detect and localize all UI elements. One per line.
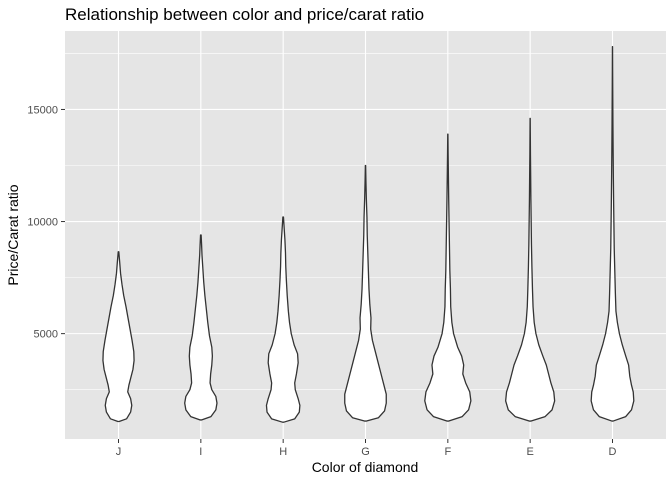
violin-F xyxy=(424,133,472,422)
violin-E xyxy=(505,117,556,422)
x-tick-label: I xyxy=(199,446,202,458)
y-axis-ticks: 5000 10000 15000 xyxy=(27,104,65,341)
violin-G xyxy=(344,164,387,422)
x-tick-label: F xyxy=(444,446,451,458)
y-tick-label: 5000 xyxy=(34,329,58,341)
x-axis-title: Color of diamond xyxy=(312,459,419,475)
violin-H xyxy=(265,216,301,423)
violin-I xyxy=(184,234,218,421)
x-tick-label: J xyxy=(116,446,122,458)
x-tick-label: D xyxy=(609,446,617,458)
x-tick-label: E xyxy=(526,446,533,458)
y-tick-label: 15000 xyxy=(27,104,58,116)
x-tick-label: G xyxy=(361,446,370,458)
y-tick-label: 10000 xyxy=(27,217,58,229)
violin-J xyxy=(102,251,135,423)
chart-title: Relationship between color and price/car… xyxy=(65,5,424,24)
violin-D xyxy=(590,46,635,422)
x-tick-label: H xyxy=(279,446,287,458)
y-axis-title: Price/Carat ratio xyxy=(5,184,21,285)
violins xyxy=(102,46,635,423)
